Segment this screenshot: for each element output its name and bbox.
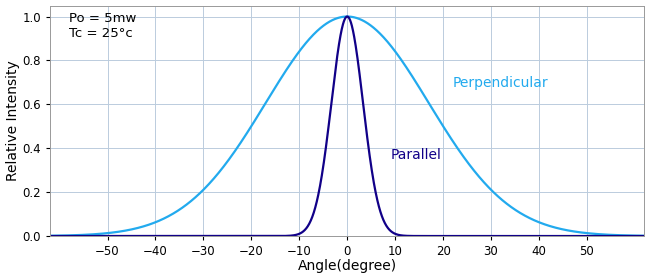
Text: Perpendicular: Perpendicular [452, 76, 549, 90]
Text: Parallel: Parallel [391, 148, 441, 162]
Y-axis label: Relative Intensity: Relative Intensity [6, 61, 20, 181]
X-axis label: Angle(degree): Angle(degree) [298, 259, 396, 273]
Text: Po = 5mw
Tc = 25°c: Po = 5mw Tc = 25°c [69, 12, 136, 40]
